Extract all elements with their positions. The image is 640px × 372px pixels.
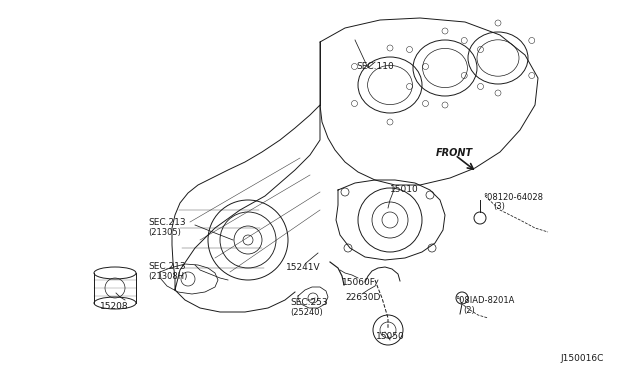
Text: SEC.110: SEC.110	[356, 62, 394, 71]
Text: (25240): (25240)	[290, 308, 323, 317]
Text: (3): (3)	[493, 202, 505, 211]
Text: J150016C: J150016C	[560, 354, 604, 363]
Text: SEC.253: SEC.253	[290, 298, 328, 307]
Text: SEC.213: SEC.213	[148, 262, 186, 271]
Text: 15241V: 15241V	[286, 263, 321, 272]
Text: °08IAD-8201A: °08IAD-8201A	[455, 296, 515, 305]
Text: 15208: 15208	[100, 302, 129, 311]
Text: (21305): (21305)	[148, 228, 181, 237]
Text: 22630D: 22630D	[345, 293, 380, 302]
Text: (21308H): (21308H)	[148, 272, 188, 281]
Text: 15060F: 15060F	[342, 278, 376, 287]
Text: 15050: 15050	[376, 332, 404, 341]
Text: FRONT: FRONT	[436, 148, 473, 158]
Text: SEC.213: SEC.213	[148, 218, 186, 227]
Text: °08120-64028: °08120-64028	[483, 193, 543, 202]
Text: 15010: 15010	[390, 185, 419, 194]
Text: (2): (2)	[463, 306, 475, 315]
